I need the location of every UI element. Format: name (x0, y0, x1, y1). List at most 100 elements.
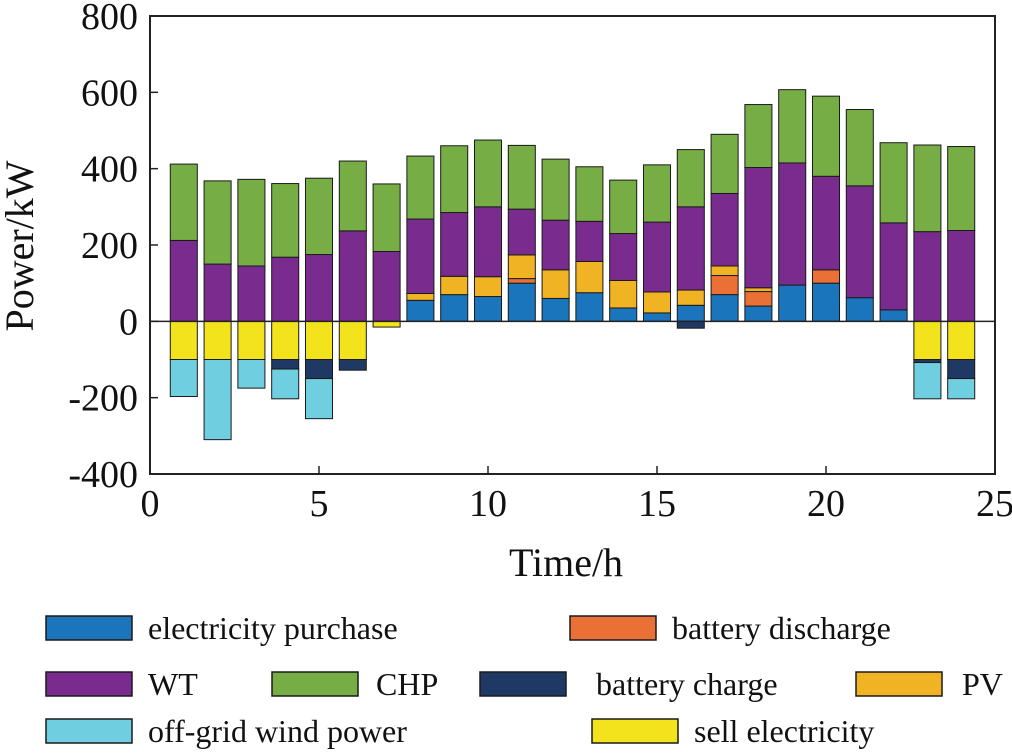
bar-segment-WT-t1 (169, 239, 198, 322)
bar-segment-CHP-t24 (947, 146, 976, 231)
bar-segment-off-grid-wind-power-t24 (947, 378, 976, 400)
legend-label-battery-discharge: battery discharge (672, 610, 891, 646)
legend-label-electricity-purchase: electricity purchase (148, 610, 398, 646)
bar-segment-off-grid-wind-power-t3 (237, 359, 266, 389)
bar-segment-electricity-purchase-t15 (642, 312, 672, 322)
bar-segment-electricity-purchase-t13 (575, 292, 604, 322)
bar-segment-WT-t3 (237, 265, 266, 322)
legend-swatch-CHP (271, 671, 359, 697)
bar-segment-WT-t15 (642, 221, 672, 293)
legend-label-battery-charge: battery charge (596, 666, 778, 702)
legend-swatch-sell-electricity (591, 718, 679, 744)
y-tick-label: 800 (81, 0, 138, 38)
y-tick-label: 400 (81, 149, 138, 191)
bar-segment-sell-electricity-t23 (913, 320, 942, 361)
bar-segment-WT-t5 (304, 254, 334, 322)
legend: electricity purchase battery discharge WT C… (45, 610, 1003, 749)
bar-segment-CHP-t15 (642, 164, 672, 223)
bar-segment-CHP-t5 (304, 177, 334, 256)
bar-segment-WT-t22 (879, 222, 908, 311)
y-tick-label: 600 (81, 72, 138, 114)
x-tick-label: 0 (141, 483, 160, 525)
x-tick-label: 20 (807, 483, 845, 525)
bar-segment-CHP-t12 (541, 158, 570, 221)
legend-swatch-battery-discharge (569, 615, 657, 641)
bar-segment-off-grid-wind-power-t4 (271, 368, 300, 400)
bar-segment-PV-t13 (575, 260, 604, 294)
bar-segment-electricity-purchase-t19 (778, 284, 807, 322)
bar-segment-sell-electricity-t6 (338, 320, 367, 361)
bar-segment-sell-electricity-t7 (372, 320, 401, 328)
bar-segment-CHP-t6 (338, 160, 367, 232)
bar-segment-off-grid-wind-power-t5 (304, 378, 334, 420)
bar-segment-CHP-t14 (609, 179, 638, 235)
y-tick-label: -400 (68, 454, 138, 496)
bar-segment-PV-t8 (406, 292, 435, 301)
y-tick-label: -200 (68, 378, 138, 420)
bar-segment-PV-t11 (507, 254, 536, 280)
bar-segment-electricity-purchase-t11 (507, 282, 536, 322)
bar-segment-battery-charge-t5 (304, 359, 334, 380)
bar-segment-WT-t14 (609, 233, 638, 281)
bar-segment-PV-t15 (642, 291, 672, 314)
y-axis-label: Power/kW (0, 160, 42, 331)
legend-swatch-off-grid-wind-power (45, 718, 133, 744)
bar-segment-WT-t4 (271, 256, 300, 322)
bar-segment-CHP-t23 (913, 144, 942, 233)
legend-swatch-electricity-purchase (45, 615, 133, 641)
legend-swatch-battery-charge (479, 671, 567, 697)
y-tick-label: 200 (81, 225, 138, 267)
bar-segment-WT-t19 (778, 162, 807, 286)
y-tick-label: 0 (119, 301, 138, 343)
bar-segment-CHP-t20 (811, 95, 841, 177)
bar-segment-WT-t11 (507, 208, 536, 256)
bar-segment-WT-t8 (406, 218, 435, 294)
bar-segment-CHP-t21 (845, 109, 874, 187)
bar-segment-WT-t2 (203, 263, 232, 322)
bar-segment-off-grid-wind-power-t23 (913, 362, 942, 400)
bar-segment-WT-t9 (440, 212, 469, 277)
bar-segment-electricity-purchase-t8 (406, 299, 435, 322)
bar-segment-WT-t7 (372, 250, 401, 322)
bar-segment-PV-t10 (473, 276, 503, 298)
bar-segment-electricity-purchase-t16 (676, 304, 705, 322)
bar-segment-sell-electricity-t4 (271, 320, 300, 361)
legend-label-CHP: CHP (376, 666, 438, 702)
bar-segment-battery-discharge-t20 (811, 269, 841, 284)
bar-segment-CHP-t22 (879, 142, 908, 224)
bar-segment-off-grid-wind-power-t1 (169, 359, 198, 398)
bar-segment-sell-electricity-t24 (947, 320, 976, 361)
bar-segment-CHP-t17 (710, 133, 739, 194)
bar-segment-WT-t18 (744, 167, 773, 289)
x-tick-label: 25 (976, 483, 1012, 525)
bar-segment-electricity-purchase-t20 (811, 282, 841, 322)
bar-segment-CHP-t7 (372, 183, 401, 252)
bar-segment-battery-charge-t16 (676, 320, 705, 329)
bar-segment-WT-t6 (338, 230, 367, 322)
legend-swatch-WT (45, 671, 133, 697)
bar-segment-battery-discharge-t17 (710, 275, 739, 296)
x-axis-label: Time/h (509, 540, 623, 585)
bar-segment-electricity-purchase-t12 (541, 297, 570, 322)
bar-segment-CHP-t3 (237, 178, 266, 267)
bar-segment-electricity-purchase-t10 (473, 296, 503, 322)
x-tick-label: 10 (469, 483, 507, 525)
bar-segment-battery-charge-t24 (947, 359, 976, 380)
bar-segment-electricity-purchase-t22 (879, 309, 908, 322)
bar-segment-battery-discharge-t18 (744, 291, 773, 307)
bar-segment-PV-t14 (609, 279, 638, 309)
y-axis-ticks: -400 -200 0 200 400 600 800 (68, 0, 158, 496)
x-tick-label: 15 (638, 483, 676, 525)
bar-segment-CHP-t18 (744, 104, 773, 169)
bar-segment-WT-t12 (541, 219, 570, 271)
bar-segment-WT-t17 (710, 192, 739, 267)
bar-segment-WT-t10 (473, 206, 503, 278)
bar-segment-WT-t23 (913, 231, 942, 322)
bar-segment-PV-t9 (440, 275, 469, 296)
bar-segment-electricity-purchase-t14 (609, 307, 638, 322)
bar-segment-WT-t21 (845, 185, 874, 299)
bar-segment-sell-electricity-t3 (237, 320, 266, 361)
bar-segment-battery-discharge-t11 (507, 278, 536, 284)
bar-segment-sell-electricity-t5 (304, 320, 334, 361)
bar-segment-PV-t12 (541, 269, 570, 299)
